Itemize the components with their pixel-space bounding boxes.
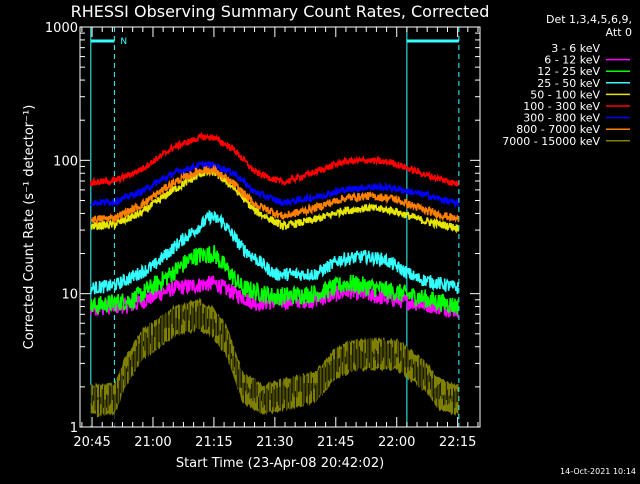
axes: 1 10 100 1000 20:45 21:00 21:15 21:30 21:45 22:00…	[45, 21, 480, 450]
x-tick-label-4: 21:45	[317, 435, 354, 450]
footer-date: 14-Oct-2021 10:14	[560, 467, 636, 476]
legend-label-5: 100 - 300 keV	[523, 100, 600, 113]
series-line-2	[90, 245, 460, 315]
x-tick-label-6: 22:15	[439, 435, 476, 450]
legend-label-0: 3 - 6 keV	[551, 42, 600, 55]
series-line-7	[90, 163, 460, 225]
legend-label-2: 12 - 25 keV	[537, 65, 600, 78]
x-tick-label-2: 21:15	[195, 435, 232, 450]
y-tick-label-3: 1000	[45, 21, 78, 36]
series-line-3	[90, 209, 460, 295]
y-tick-label-2: 100	[53, 154, 78, 169]
x-tick-label-1: 21:00	[134, 435, 171, 450]
x-tick-label-3: 21:30	[256, 435, 293, 450]
series-line-4	[90, 165, 460, 234]
legend-label-3: 25 - 50 keV	[537, 77, 600, 90]
legend-label-1: 6 - 12 keV	[544, 54, 600, 67]
y-axis-label-text: Corrected Count Rate	[22, 209, 37, 349]
legend-header-line-2: Att 0	[606, 26, 632, 39]
plot-area: N	[90, 27, 460, 427]
legend-label-4: 50 - 100 keV	[530, 88, 600, 101]
x-tick-label-0: 20:45	[73, 435, 110, 450]
series-line-6	[90, 160, 460, 209]
annotation-label: N	[120, 37, 127, 47]
x-axis-label: Start Time (23-Apr-08 20:42:02)	[176, 456, 384, 471]
x-tick-label-5: 22:00	[378, 435, 415, 450]
legend-header-line-1: Det 1,3,4,5,6,9,	[546, 13, 632, 26]
series-band-8	[90, 298, 459, 418]
series-line-5	[90, 131, 460, 187]
legend-label-8: 7000 - 15000 keV	[502, 135, 600, 148]
legend-label-7: 800 - 7000 keV	[516, 123, 600, 136]
plot-frame	[79, 26, 481, 428]
series-hatch-8	[90, 300, 459, 419]
legend-label-6: 300 - 800 keV	[523, 112, 600, 125]
chart-title: RHESSI Observing Summary Count Rates, Co…	[71, 2, 490, 21]
y-axis-label-unit: (s⁻¹ detector⁻¹)	[22, 105, 37, 205]
y-tick-label-1: 10	[61, 288, 78, 303]
y-tick-label-0: 1	[70, 421, 78, 436]
y-axis-label: Corrected Count Rate (s⁻¹ detector⁻¹)	[22, 105, 37, 350]
